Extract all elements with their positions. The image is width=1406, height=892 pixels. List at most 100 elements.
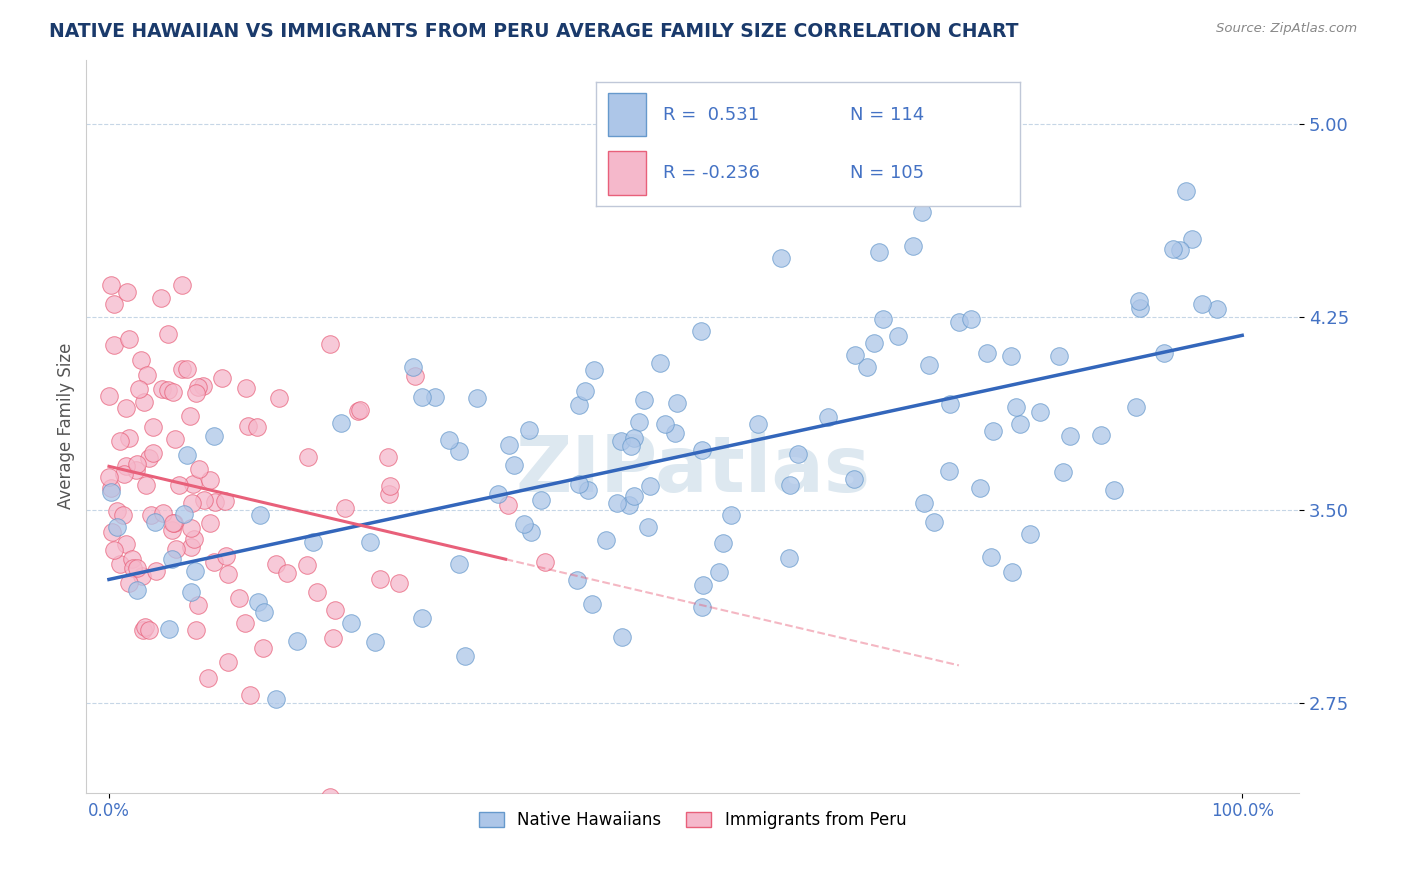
Point xyxy=(404,368,426,383)
Point xyxy=(690,324,713,338)
Point xyxy=(520,524,543,539)
Point xyxy=(100,277,122,292)
Point xyxy=(319,336,342,351)
Point xyxy=(105,504,128,518)
Point xyxy=(620,439,643,453)
Point xyxy=(720,508,742,522)
Point xyxy=(127,582,149,597)
Point xyxy=(157,622,180,636)
Point xyxy=(1168,243,1191,257)
Point xyxy=(134,620,156,634)
Point xyxy=(1019,527,1042,541)
Point xyxy=(319,790,342,805)
Point xyxy=(534,555,557,569)
Point xyxy=(465,391,488,405)
Point xyxy=(204,495,226,509)
Point xyxy=(1047,349,1070,363)
Point xyxy=(100,525,122,540)
Point xyxy=(339,615,361,630)
Point xyxy=(100,484,122,499)
Point xyxy=(103,296,125,310)
Point xyxy=(1181,232,1204,246)
Point xyxy=(576,483,599,498)
Point xyxy=(180,540,202,554)
Point xyxy=(1206,301,1229,316)
Point xyxy=(142,419,165,434)
Point xyxy=(377,450,399,465)
Point xyxy=(169,478,191,492)
Point xyxy=(1005,400,1028,414)
Point xyxy=(252,640,274,655)
Text: NATIVE HAWAIIAN VS IMMIGRANTS FROM PERU AVERAGE FAMILY SIZE CORRELATION CHART: NATIVE HAWAIIAN VS IMMIGRANTS FROM PERU … xyxy=(49,22,1019,41)
Point xyxy=(176,448,198,462)
Point xyxy=(938,464,960,478)
Point xyxy=(193,379,215,393)
Point xyxy=(150,291,173,305)
Point xyxy=(769,251,792,265)
Point xyxy=(333,501,356,516)
Point xyxy=(918,359,941,373)
Point xyxy=(180,520,202,534)
Point xyxy=(165,542,187,557)
Point xyxy=(439,433,461,447)
Point xyxy=(198,473,221,487)
Point xyxy=(425,390,447,404)
Point xyxy=(139,508,162,523)
Point xyxy=(610,434,633,449)
Y-axis label: Average Family Size: Average Family Size xyxy=(58,343,75,509)
Point xyxy=(217,566,239,581)
Point xyxy=(868,244,890,259)
Point xyxy=(152,382,174,396)
Point xyxy=(623,431,645,445)
Point xyxy=(127,457,149,471)
Point xyxy=(959,312,981,326)
Point xyxy=(239,688,262,702)
Point xyxy=(134,395,156,409)
Point xyxy=(162,516,184,530)
Point xyxy=(236,419,259,434)
Point xyxy=(842,472,865,486)
Point xyxy=(512,517,534,532)
Point xyxy=(160,552,183,566)
Point xyxy=(118,431,141,445)
Point xyxy=(349,403,371,417)
Point xyxy=(162,384,184,399)
Point xyxy=(1191,297,1213,311)
Point xyxy=(184,564,207,578)
Text: ZIPatlas: ZIPatlas xyxy=(515,432,870,508)
Point xyxy=(690,600,713,615)
Point xyxy=(138,623,160,637)
Point xyxy=(142,446,165,460)
Point xyxy=(976,346,998,360)
Point xyxy=(709,565,731,579)
Point xyxy=(117,576,139,591)
Point xyxy=(581,597,603,611)
Point xyxy=(1008,417,1031,432)
Point xyxy=(368,572,391,586)
Point xyxy=(121,552,143,566)
Point xyxy=(411,390,433,404)
Point xyxy=(181,496,204,510)
Point xyxy=(187,598,209,612)
Point xyxy=(637,520,659,534)
Point xyxy=(633,393,655,408)
Point xyxy=(1128,294,1150,309)
Point xyxy=(180,585,202,599)
Point xyxy=(912,496,935,510)
Point xyxy=(285,634,308,648)
Point xyxy=(135,477,157,491)
Point xyxy=(322,631,344,645)
Point xyxy=(595,533,617,548)
Point xyxy=(623,489,645,503)
Point xyxy=(184,623,207,637)
Point xyxy=(1028,404,1050,418)
Point xyxy=(325,603,347,617)
Point xyxy=(747,417,769,431)
Point xyxy=(862,336,884,351)
Point xyxy=(582,363,605,377)
Point xyxy=(253,605,276,619)
Point xyxy=(264,691,287,706)
Point xyxy=(184,386,207,401)
Point xyxy=(114,401,136,416)
Point xyxy=(264,558,287,572)
